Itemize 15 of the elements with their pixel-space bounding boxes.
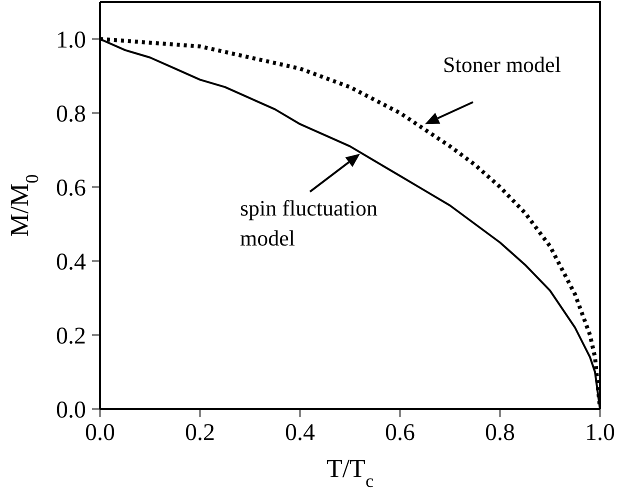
x-tick-label: 0.4 xyxy=(285,420,315,446)
y-tick-label: 0.0 xyxy=(56,398,86,424)
y-tick-label: 0.4 xyxy=(56,250,86,276)
annotation: Stoner model xyxy=(443,52,561,78)
x-tick-label: 0.0 xyxy=(85,420,115,446)
x-tick-label: 0.2 xyxy=(185,420,215,446)
y-tick-label: 0.8 xyxy=(56,102,86,128)
annotation: spin fluctuation model xyxy=(240,196,378,251)
y-tick-label: 0.6 xyxy=(56,176,86,202)
x-tick-label: 0.8 xyxy=(485,420,515,446)
x-tick-label: 1.0 xyxy=(585,420,615,446)
y-tick-label: 0.2 xyxy=(56,324,86,350)
x-tick-label: 0.6 xyxy=(385,420,415,446)
y-tick-label: 1.0 xyxy=(56,28,86,54)
x-axis-title: T/T$_{c}$ xyxy=(326,454,374,491)
